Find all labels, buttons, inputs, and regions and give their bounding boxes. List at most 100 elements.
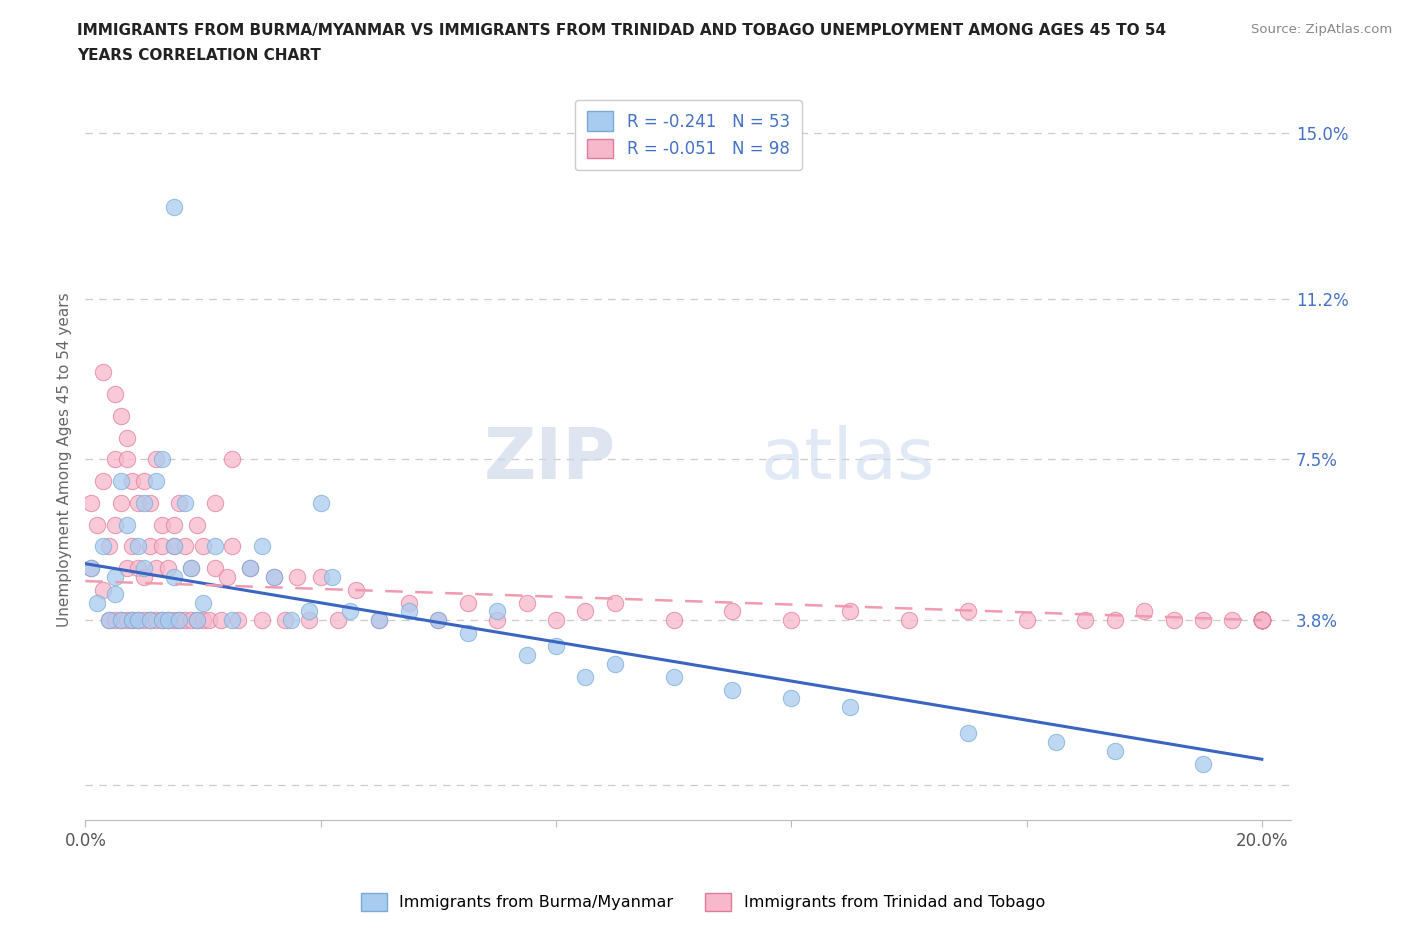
Point xyxy=(139,613,162,628)
Point xyxy=(1104,613,1126,628)
Point xyxy=(662,613,685,628)
Point xyxy=(150,613,173,628)
Point xyxy=(603,595,626,610)
Point xyxy=(104,387,127,402)
Point xyxy=(215,569,238,584)
Point xyxy=(1250,613,1272,628)
Point xyxy=(110,613,132,628)
Point xyxy=(1250,613,1272,628)
Point xyxy=(134,569,156,584)
Point xyxy=(150,538,173,553)
Point xyxy=(110,496,132,511)
Point xyxy=(127,561,149,576)
Point xyxy=(186,517,208,532)
Point xyxy=(285,569,308,584)
Point xyxy=(134,561,156,576)
Point xyxy=(91,473,114,488)
Point xyxy=(104,569,127,584)
Point xyxy=(1104,743,1126,758)
Point xyxy=(80,561,103,576)
Point xyxy=(427,613,450,628)
Point xyxy=(263,569,285,584)
Point xyxy=(115,431,138,445)
Point xyxy=(956,604,979,619)
Point xyxy=(721,683,744,698)
Point xyxy=(104,517,127,532)
Point xyxy=(839,604,862,619)
Point xyxy=(263,569,285,584)
Point xyxy=(204,561,226,576)
Point xyxy=(221,613,243,628)
Point xyxy=(86,517,108,532)
Point xyxy=(544,639,567,654)
Point xyxy=(515,647,537,662)
Point xyxy=(127,613,149,628)
Point xyxy=(174,613,197,628)
Point xyxy=(398,604,420,619)
Point xyxy=(226,613,249,628)
Point xyxy=(486,613,509,628)
Point xyxy=(145,613,167,628)
Point xyxy=(1015,613,1038,628)
Text: Source: ZipAtlas.com: Source: ZipAtlas.com xyxy=(1251,23,1392,36)
Point xyxy=(134,496,156,511)
Point xyxy=(309,496,332,511)
Point xyxy=(169,613,191,628)
Text: ZIP: ZIP xyxy=(484,425,616,494)
Point xyxy=(86,595,108,610)
Point xyxy=(91,538,114,553)
Point xyxy=(97,538,120,553)
Point xyxy=(110,613,132,628)
Point xyxy=(145,561,167,576)
Point xyxy=(127,538,149,553)
Point xyxy=(191,595,214,610)
Point xyxy=(186,613,208,628)
Point xyxy=(780,613,803,628)
Point xyxy=(328,613,350,628)
Point xyxy=(368,613,391,628)
Point xyxy=(1250,613,1272,628)
Point xyxy=(104,452,127,467)
Point xyxy=(250,538,273,553)
Point xyxy=(110,408,132,423)
Point xyxy=(344,582,367,597)
Point xyxy=(186,613,208,628)
Point xyxy=(134,473,156,488)
Point xyxy=(603,657,626,671)
Point xyxy=(150,517,173,532)
Point xyxy=(198,613,221,628)
Point xyxy=(897,613,920,628)
Point xyxy=(1250,613,1272,628)
Legend: R = -0.241   N = 53, R = -0.051   N = 98: R = -0.241 N = 53, R = -0.051 N = 98 xyxy=(575,100,801,170)
Point xyxy=(544,613,567,628)
Point xyxy=(457,626,479,641)
Point xyxy=(239,561,262,576)
Point xyxy=(127,496,149,511)
Point xyxy=(115,561,138,576)
Point xyxy=(250,613,273,628)
Point xyxy=(209,613,232,628)
Point xyxy=(115,517,138,532)
Point xyxy=(115,613,138,628)
Point xyxy=(156,613,179,628)
Point xyxy=(956,725,979,740)
Point xyxy=(1222,613,1244,628)
Point xyxy=(139,496,162,511)
Point xyxy=(145,473,167,488)
Point xyxy=(110,473,132,488)
Point xyxy=(1192,613,1215,628)
Text: IMMIGRANTS FROM BURMA/MYANMAR VS IMMIGRANTS FROM TRINIDAD AND TOBAGO UNEMPLOYMEN: IMMIGRANTS FROM BURMA/MYANMAR VS IMMIGRA… xyxy=(77,23,1167,38)
Point xyxy=(574,670,596,684)
Point xyxy=(97,613,120,628)
Point xyxy=(162,538,184,553)
Point xyxy=(91,365,114,380)
Text: YEARS CORRELATION CHART: YEARS CORRELATION CHART xyxy=(77,48,321,63)
Point xyxy=(321,569,343,584)
Point xyxy=(486,604,509,619)
Point xyxy=(339,604,361,619)
Point xyxy=(97,613,120,628)
Point xyxy=(150,613,173,628)
Point xyxy=(515,595,537,610)
Point xyxy=(221,538,243,553)
Point xyxy=(174,496,197,511)
